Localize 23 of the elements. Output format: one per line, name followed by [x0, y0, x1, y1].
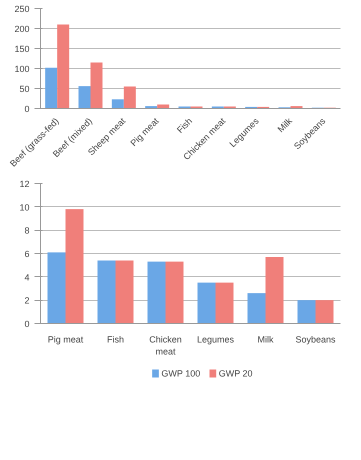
- y-tick-label: 6: [24, 249, 30, 259]
- y-tick-label: 0: [24, 319, 30, 329]
- y-tick-label: 100: [14, 64, 30, 74]
- x-tick-label: Milk: [258, 334, 274, 344]
- y-tick-label: 200: [14, 24, 30, 34]
- legend-label: GWP 20: [218, 368, 253, 378]
- y-tick-label: 4: [24, 272, 30, 282]
- y-tick-label: 150: [14, 44, 30, 54]
- x-tick-label: Pig meat: [48, 334, 84, 344]
- y-tick-label: 0: [24, 104, 30, 114]
- x-tick-label: Chicken meat: [149, 334, 182, 356]
- x-tick-label: Fish: [107, 334, 124, 344]
- legend-label: GWP 100: [161, 368, 200, 378]
- y-tick-label: 12: [19, 179, 30, 189]
- y-tick-label: 250: [14, 4, 30, 14]
- x-tick-label: Milk: [276, 116, 294, 134]
- x-tick-label: Fish: [174, 116, 194, 136]
- x-tick-label: Legumes: [196, 334, 235, 344]
- x-tick-label: Soybeans: [295, 334, 336, 344]
- y-tick-label: 10: [19, 202, 30, 212]
- y-tick-label: 50: [19, 84, 30, 94]
- y-tick-label: 2: [24, 296, 30, 306]
- y-tick-label: 8: [24, 226, 30, 236]
